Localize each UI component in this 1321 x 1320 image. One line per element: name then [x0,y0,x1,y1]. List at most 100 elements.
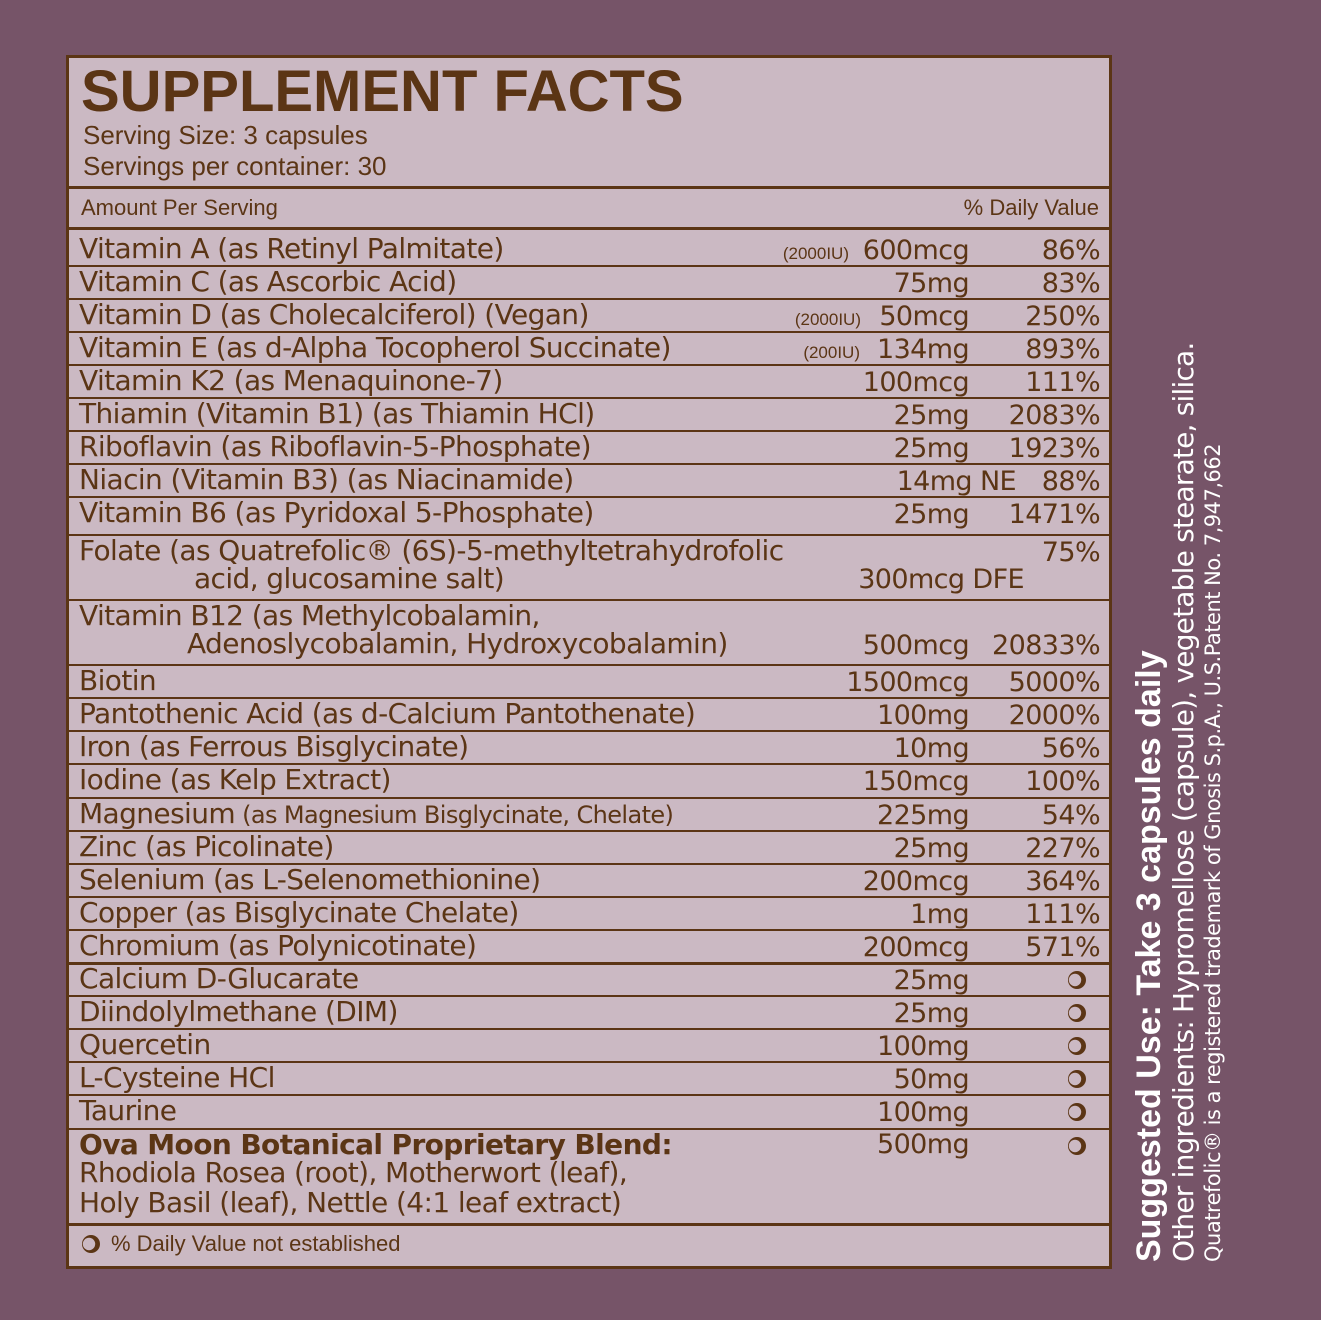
nutrient-name: Niacin (Vitamin B3) (as Niacinamide) [79,463,574,496]
nutrient-row: Vitamin A (as Retinyl Palmitate) (2000IU)… [69,233,1109,267]
row-divider [69,1094,1109,1096]
nutrient-name: Biotin [79,664,157,697]
crescent-moon-icon [1068,1137,1086,1155]
nutrient-name: Diindolylmethane (DIM) [79,995,398,1028]
nutrient-row: Chromium (as Polynicotinate) 200mcg 571% [69,930,1109,965]
nutrient-row: Vitamin E (as d-Alpha Tocopherol Succina… [69,331,1109,366]
daily-value: 88% [1041,466,1101,497]
crescent-moon-icon [1068,1037,1086,1055]
nutrient-row: Diindolylmethane (DIM) 25mg [69,995,1109,1030]
divider [69,227,1109,230]
nutrient-name: Magnesium (as Magnesium Bisglycinate, Ch… [79,797,674,830]
serving-size: Serving Size: 3 capsules [83,120,368,150]
nutrient-amount: 25mg [893,499,970,530]
nutrient-row: Niacin (Vitamin B3) (as Niacinamide) 14mg… [69,463,1109,498]
other-ingredients: Other ingredients: Hypromellose (capsule… [1167,342,1200,1262]
nutrient-amount: 600mcg [862,235,970,266]
nutrient-amount: 25mg [893,998,970,1029]
nutrient-name: Riboflavin (as Riboflavin-5-Phosphate) [79,430,592,463]
daily-value: 111% [1025,899,1100,930]
nutrient-row: L-Cysteine HCl 50mg [69,1061,1109,1096]
crescent-moon-icon [1068,1070,1086,1088]
daily-value: 1471% [1008,499,1101,530]
row-divider [69,697,1109,699]
row-divider [69,463,1109,465]
nutrient-row: Thiamin (Vitamin B1) (as Thiamin HCl) 25m… [69,398,1109,432]
daily-value: 571% [1025,932,1100,963]
nutrient-name-continued: Adenoslycobalamin, Hydroxycobalamin) [187,627,728,660]
nutrient-row: Zinc (as Picolinate) 25mg 227% [69,830,1109,865]
row-divider [69,364,1109,366]
nutrient-amount: 200mcg [862,932,970,963]
row-divider [69,599,1109,601]
nutrient-row: Vitamin K2 (as Menaquinone-7) 100mcg 111% [69,364,1109,399]
nutrient-amount: 10mg [893,733,970,764]
nutrient-name: Vitamin E (as d-Alpha Tocopherol Succina… [79,331,671,364]
nutrient-amount: 50mcg [879,301,969,332]
nutrient-source: (as Magnesium Bisglycinate, Chelate) [235,801,674,829]
nutrient-row: Iodine (as Kelp Extract) 150mcg 100% [69,764,1109,799]
nutrient-amount: 134mg [877,334,970,365]
crescent-moon-icon [1068,1004,1086,1022]
nutrient-name: Iron (as Ferrous Bisglycinate) [79,730,469,763]
row-divider [69,962,1109,965]
nutrient-row: Ova Moon Botanical Proprietary Blend: Rho… [69,1129,1109,1223]
daily-value: 83% [1041,268,1101,299]
suggested-use: Suggested Use: Take 3 capsules daily [1130,650,1168,1262]
nutrient-amount: 300mcg DFE [858,564,1024,595]
nutrient-name: Vitamin B12 (as Methylcobalamin, [79,599,540,632]
divider [69,1223,1109,1226]
nutrient-row: Riboflavin (as Riboflavin-5-Phosphate) 25… [69,430,1109,465]
daily-value: 86% [1041,235,1101,266]
daily-value: 250% [1025,301,1100,332]
nutrient-row: Vitamin B12 (as Methylcobalamin, Adenosly… [69,599,1109,666]
row-divider [69,797,1109,799]
nutrient-amount: 25mg [893,400,970,431]
daily-value: 1923% [1008,433,1101,464]
nutrient-row: Magnesium (as Magnesium Bisglycinate, Ch… [69,797,1109,832]
nutrient-row: Pantothenic Acid (as d-Calcium Pantothen… [69,697,1109,732]
row-divider [69,664,1109,666]
iu-value: (2000IU) [794,310,861,329]
row-divider [69,929,1109,931]
nutrient-row: Iron (as Ferrous Bisglycinate) 10mg 56% [69,730,1109,765]
nutrient-amount: 150mcg [862,766,970,797]
row-divider [69,397,1109,399]
row-divider [69,496,1109,498]
nutrient-amount: 25mg [893,833,970,864]
row-divider [69,298,1109,300]
daily-value: 893% [1025,334,1100,365]
nutrient-amount: 25mg [893,433,970,464]
nutrient-name: Calcium D-Glucarate [79,962,359,995]
row-divider [69,995,1109,997]
nutrient-amount: 100mcg [862,367,970,398]
nutrient-name: Selenium (as L-Selenomethionine) [79,863,541,896]
nutrient-name: Vitamin D (as Cholecalciferol) (Vegan) [79,298,589,331]
nutrient-name: L-Cysteine HCl [79,1061,275,1094]
nutrient-amount: 25mg [893,965,970,996]
crescent-moon-icon [82,1235,100,1253]
nutrient-amount: 225mg [877,800,970,831]
daily-value: 2083% [1008,400,1101,431]
row-divider [69,730,1109,732]
nutrient-name: Zinc (as Picolinate) [79,830,334,863]
nutrient-amount: 100mg [877,700,970,731]
nutrient-name: Taurine [79,1094,177,1127]
row-divider [69,1028,1109,1030]
nutrient-row: Taurine 100mg [69,1094,1109,1130]
row-divider [69,1128,1109,1130]
servings-per-container: Servings per container: 30 [83,151,387,181]
panel-title: SUPPLEMENT FACTS [81,59,684,124]
nutrient-name: Vitamin K2 (as Menaquinone-7) [79,364,503,397]
nutrient-row: Folate (as Quatrefolic® (6S)-5-methyltet… [69,535,1109,601]
nutrient-name: Copper (as Bisglycinate Chelate) [79,896,519,929]
daily-value: 54% [1041,800,1101,831]
side-text: Suggested Use: Take 3 capsules daily Oth… [1130,342,1226,1262]
nutrient-row: Vitamin C (as Ascorbic Acid) 75mg 83% [69,266,1109,300]
iu-value: (200IU) [803,343,860,362]
nutrient-row: Quercetin 100mg [69,1029,1109,1063]
nutrient-name: Pantothenic Acid (as d-Calcium Pantothen… [79,697,696,730]
nutrient-row: Biotin 1500mcg 5000% [69,664,1109,699]
daily-value: 20833% [992,630,1101,661]
daily-value: 100% [1025,766,1100,797]
